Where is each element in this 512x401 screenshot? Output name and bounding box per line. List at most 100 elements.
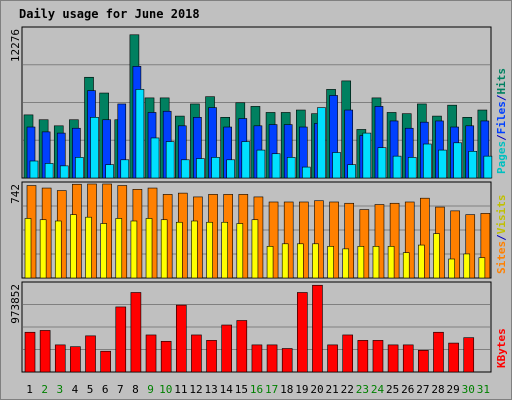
bar-pages <box>59 165 69 179</box>
bar-pages <box>75 157 84 179</box>
bar-pages <box>392 155 402 179</box>
bar-pages <box>483 155 493 179</box>
y-max-label: 742 <box>9 184 22 204</box>
bar-visits <box>357 246 365 279</box>
bar-kbytes <box>281 348 293 373</box>
x-tick-label: 2 <box>41 383 48 396</box>
bar-pages <box>362 132 372 179</box>
bar-sites <box>420 197 430 279</box>
x-tick-label: 5 <box>87 383 94 396</box>
x-tick-label: 26 <box>401 383 414 396</box>
bar-kbytes <box>100 350 111 373</box>
bar-kbytes <box>342 334 354 373</box>
bar-pages <box>211 157 220 179</box>
bar-visits <box>145 218 153 279</box>
y-max-label: 973852 <box>9 284 22 324</box>
bar-pages <box>241 141 251 179</box>
bar-pages <box>256 149 266 179</box>
bar-sites <box>465 214 476 279</box>
bar-kbytes <box>130 292 142 373</box>
bar-visits <box>312 243 319 279</box>
x-tick-label: 17 <box>265 383 278 396</box>
bar-pages <box>332 152 341 179</box>
bar-visits <box>463 253 471 279</box>
bar-sites <box>404 201 415 279</box>
bar-kbytes <box>448 342 459 373</box>
bar-pages <box>44 163 54 179</box>
bar-sites <box>389 202 400 279</box>
x-tick-label: 11 <box>174 383 187 396</box>
bar-pages <box>180 159 190 179</box>
bar-sites <box>283 201 294 279</box>
bar-pages <box>438 149 447 179</box>
bar-visits <box>70 214 77 279</box>
x-tick-label: 23 <box>356 383 369 396</box>
x-tick-label: 20 <box>310 383 323 396</box>
x-tick-label: 7 <box>117 383 124 396</box>
bar-pages <box>135 89 145 179</box>
bar-kbytes <box>24 331 36 373</box>
bar-sites <box>329 201 339 279</box>
bar-visits <box>342 248 350 279</box>
bar-visits <box>100 223 107 279</box>
bar-kbytes <box>221 324 232 373</box>
bar-kbytes <box>327 344 338 373</box>
y-max-label: 12276 <box>9 29 22 62</box>
bar-sites <box>314 200 324 279</box>
panel-sites_visits: 742 Sites/Visits <box>9 181 508 279</box>
bar-visits <box>206 221 213 279</box>
side-legend: KBytes <box>495 328 508 368</box>
x-tick-label: 19 <box>295 383 308 396</box>
bar-visits <box>402 252 410 279</box>
bar-kbytes <box>387 344 399 373</box>
bar-visits <box>478 257 486 279</box>
bar-visits <box>448 258 455 279</box>
bar-kbytes <box>463 337 475 373</box>
bar-sites <box>359 209 370 279</box>
x-tick-label: 4 <box>72 383 79 396</box>
bar-pages <box>271 153 281 179</box>
bar-sites <box>344 202 355 279</box>
bar-pages <box>165 141 175 179</box>
legend-: / <box>495 94 508 101</box>
x-tick-label: 13 <box>204 383 217 396</box>
bar-visits <box>418 244 425 279</box>
bar-pages <box>105 164 114 179</box>
x-tick-label: 18 <box>280 383 293 396</box>
bar-pages <box>317 107 326 179</box>
bar-kbytes <box>251 344 263 373</box>
bar-pages <box>226 159 235 179</box>
chart-title: Daily usage for June 2018 <box>19 7 200 21</box>
bar-visits <box>130 220 138 279</box>
panel-kbytes: 973852 KBytes <box>9 281 508 373</box>
bar-pages <box>377 147 387 179</box>
x-tick-label: 1 <box>26 383 33 396</box>
bar-visits <box>54 220 62 279</box>
bar-pages <box>302 166 311 179</box>
side-legend: Sites/Visits <box>495 195 508 275</box>
bar-kbytes <box>357 340 369 373</box>
legend-: / <box>495 134 508 141</box>
x-tick-label: 15 <box>235 383 248 396</box>
bar-visits <box>175 221 183 279</box>
bar-kbytes <box>191 334 202 373</box>
x-tick-label: 9 <box>147 383 154 396</box>
bar-visits <box>281 243 289 279</box>
bar-visits <box>433 233 440 279</box>
bar-visits <box>387 246 395 279</box>
bar-pages <box>453 142 462 179</box>
x-tick-label: 6 <box>102 383 109 396</box>
bar-visits <box>266 246 274 279</box>
bar-kbytes <box>145 334 157 373</box>
bar-kbytes <box>433 331 444 373</box>
legend-kbytes: KBytes <box>495 328 508 368</box>
bar-pages <box>150 137 160 179</box>
bar-sites <box>299 201 309 279</box>
legend-: / <box>495 234 508 241</box>
plot-layer: 12276Pages/Files/Hits742Sites/Visits9738… <box>9 26 508 396</box>
bar-sites <box>268 201 279 279</box>
bar-pages <box>468 150 478 179</box>
bar-kbytes <box>266 344 278 373</box>
bar-kbytes <box>85 335 96 373</box>
